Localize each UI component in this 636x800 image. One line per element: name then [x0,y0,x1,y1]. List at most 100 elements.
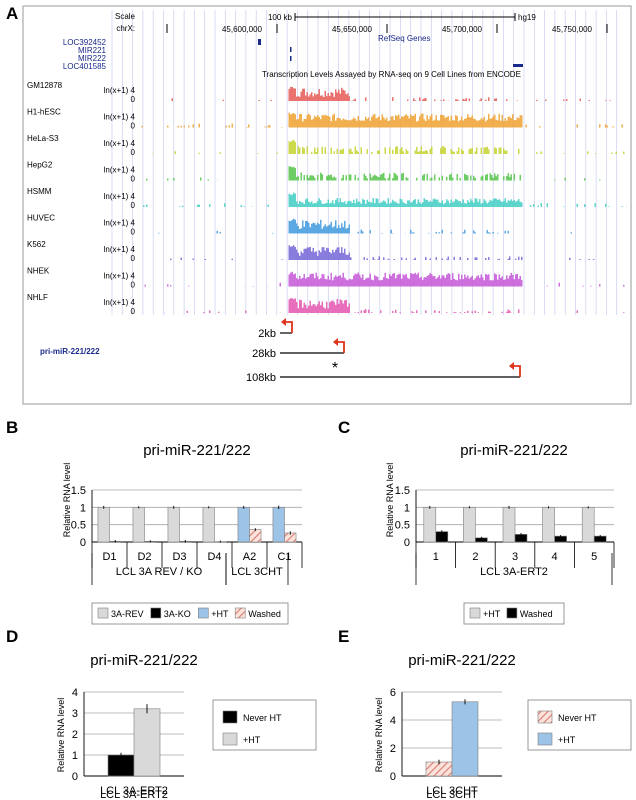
bar [249,529,262,543]
x-category-label: LCL 3A-ERT2 [100,789,168,800]
gene-label: LOC401585 [63,62,107,71]
refseq-label: RefSeq Genes [378,34,430,43]
gene-label: MIR221 [78,46,107,55]
bar [542,507,555,543]
bar [463,507,476,543]
x-tick-label: LCL 3CHT [426,785,478,797]
bar [132,507,145,543]
gene-mark [290,56,292,61]
tss-108kb-label: 108kb [246,372,276,384]
legend-label: +HT [211,609,229,619]
coordinate-label: 45,750,000 [552,25,593,34]
panel-letter-d: D [6,627,19,646]
legend-swatch [469,607,481,619]
track-scale-top: ln(x+1) 4 [104,219,136,228]
scale-label: Scale [115,12,136,21]
chart-d: pri-miR-221/222 Relative RNA level 0 1 2 3 4 LC… [56,652,317,800]
gene-mark [258,39,261,45]
bar [581,507,595,543]
y-tick-label: 0 [72,771,78,783]
encode-track-title: Transcription Levels Assayed by RNA-seq … [262,70,521,79]
genome-browser-panel: Scale chrX: 100 kb hg19 45,600,000 45,650,000… [22,5,632,405]
track-name: GM12878 [27,81,63,90]
track-scale-top: ln(x+1) 4 [104,166,136,175]
chart-b: pri-miR-221/222 Relative RNA level 0 0.5 1 1.… [62,442,303,625]
x-tick-label: 1 [433,551,439,563]
track-scale-zero: 0 [131,254,136,263]
tss-28kb-label: 28kb [252,348,276,360]
bar [435,531,449,543]
chart-title: pri-miR-221/222 [90,652,198,669]
track-scale-top: ln(x+1) 4 [104,245,136,254]
legend-label: Washed [520,609,553,619]
tss-arrowhead [333,338,338,346]
bar [97,507,110,543]
coordinate-label: 45,700,000 [442,25,483,34]
track-name: NHEK [27,267,50,276]
bar [451,701,479,777]
chart-title: pri-miR-221/222 [408,652,516,669]
gene-mark [513,64,523,67]
chart-e: pri-miR-221/222 Relative RNA level 0 2 4 6 LCL… [374,652,632,800]
bar [425,761,453,777]
bar [202,507,215,543]
x-tick-label: 5 [591,551,597,563]
legend-swatch [234,607,246,619]
group-label: LCL 3A-ERT2 [480,566,548,578]
bar [475,537,488,543]
panel-letter-b: B [6,418,19,437]
x-tick-label: D1 [102,551,116,563]
y-tick-label: 1 [72,750,78,762]
tss-arrow [336,341,345,353]
x-tick-label: C1 [277,551,291,563]
track-scale-zero: 0 [131,228,136,237]
bar [179,541,192,543]
tss-arrow [284,321,293,333]
y-tick-label: 0 [404,537,410,549]
y-tick-label: 0.5 [71,520,86,532]
track-signal [140,166,628,181]
gene-mark [290,47,292,52]
asterisk: * [332,360,338,377]
x-tick-label: 3 [512,551,518,563]
track-name: HUVEC [27,214,55,223]
bar [107,754,135,777]
group-label: LCL 3CHT [231,566,283,578]
bar [514,534,528,543]
legend-label: 3A-REV [111,609,144,619]
scale-bar-label: 100 kb [268,13,293,22]
track-scale-zero: 0 [131,175,136,184]
track-scale-top: ln(x+1) 4 [104,192,136,201]
track-name: H1-hESC [27,108,61,117]
legend-label: +HT [558,735,576,745]
legend-box [212,699,317,751]
legend-swatch [97,607,109,619]
bar [593,535,607,543]
gene-label: LOC392452 [63,38,107,47]
panel-letter-e: E [338,627,350,646]
legend-label: +HT [243,735,261,745]
tss-arrowhead [281,318,286,326]
y-tick-label: 1.5 [395,485,410,497]
coordinate-label: 45,600,000 [222,25,263,34]
y-tick-label: 2 [72,729,78,741]
bar [237,507,250,543]
tss-arrowhead [509,362,514,370]
track-scale-zero: 0 [131,95,136,104]
bar [284,532,297,543]
bar [554,535,567,543]
bar [272,507,285,543]
y-tick-label: 0 [390,771,396,783]
y-tick-label: 0 [80,537,86,549]
bar [109,541,122,543]
y-tick-label: 1 [80,502,86,514]
assembly-label: hg19 [518,13,536,22]
legend-box [463,602,565,625]
track-scale-zero: 0 [131,148,136,157]
legend-swatch [222,732,238,746]
legend-label: Washed [248,609,281,619]
y-tick-label: 4 [390,715,396,727]
tss-2kb-label: 2kb [258,328,276,340]
y-axis-label: Relative RNA level [374,698,384,773]
legend-label: Never HT [243,713,282,723]
